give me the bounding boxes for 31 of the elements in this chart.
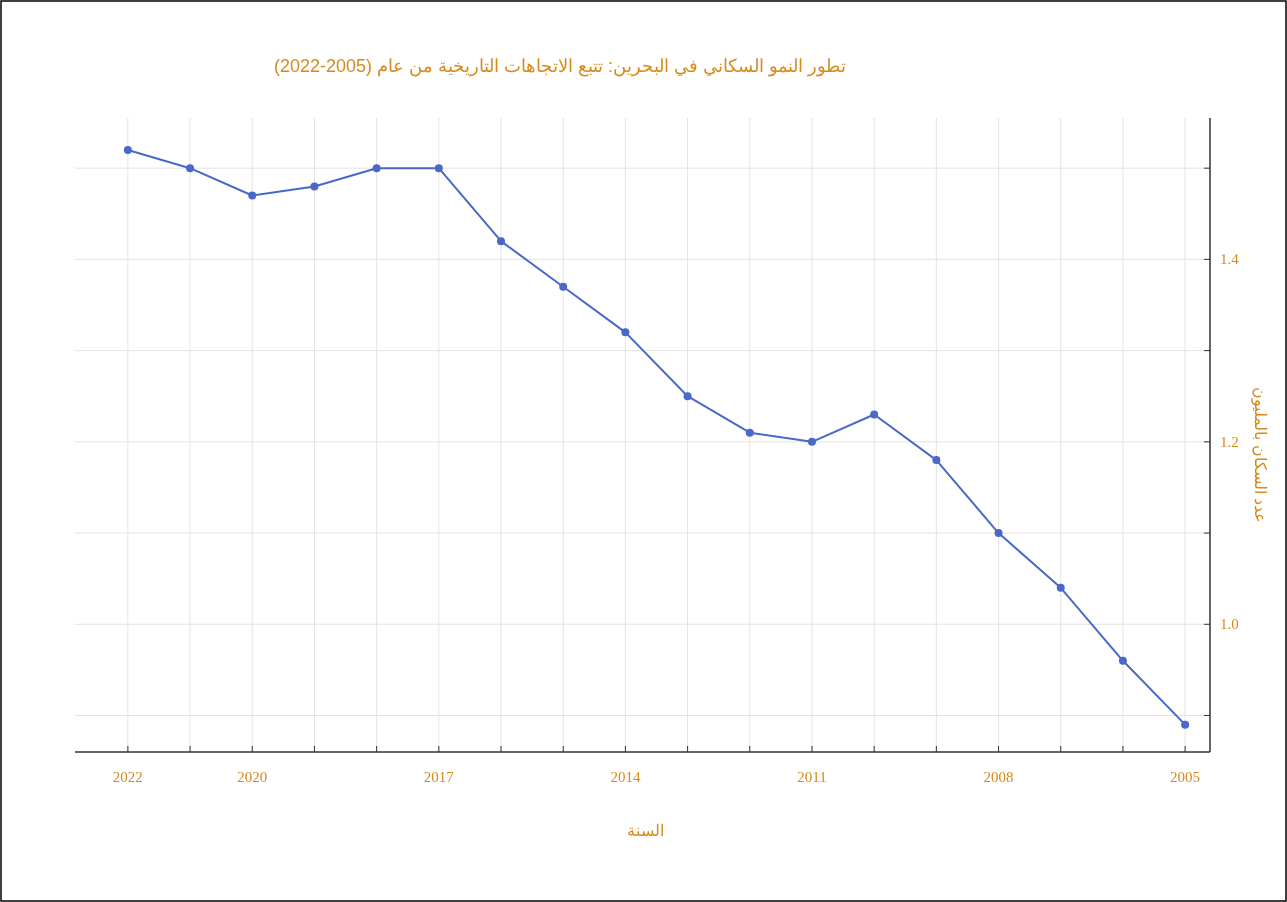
point [372,164,381,173]
x-tick-label: 2011 [797,769,827,785]
point [994,529,1003,538]
point [621,328,630,337]
point [248,191,257,200]
point [870,410,879,419]
x-tick-label: 2008 [983,769,1014,785]
x-tick-label: 2017 [423,769,455,785]
point [123,145,132,154]
point [186,164,195,173]
y-tick-label: 1.2 [1220,433,1239,450]
x-tick-label: 2020 [237,769,268,785]
x-axis-title: السنة [626,822,664,839]
point [745,428,754,437]
point [807,437,816,446]
point [683,392,692,401]
chart-title: تطور النمو السكاني في البحرين: تتبع الاتجاهات التاريخية من عام (2005-2022) [273,56,847,77]
point [310,182,319,191]
point [1118,656,1127,665]
point [1056,583,1065,592]
x-tick-label: 2005 [1170,769,1201,785]
point [559,282,568,291]
x-tick-label: 2014 [610,769,641,785]
point [932,456,941,465]
point [434,164,443,173]
point [497,237,506,246]
y-axis-title: عدد السكان بالمليون [1251,387,1269,523]
y-tick-label: 1.4 [1220,251,1240,268]
x-tick-label: 2022 [112,769,143,785]
text: 1.0 [1220,616,1239,633]
point [1181,720,1190,729]
